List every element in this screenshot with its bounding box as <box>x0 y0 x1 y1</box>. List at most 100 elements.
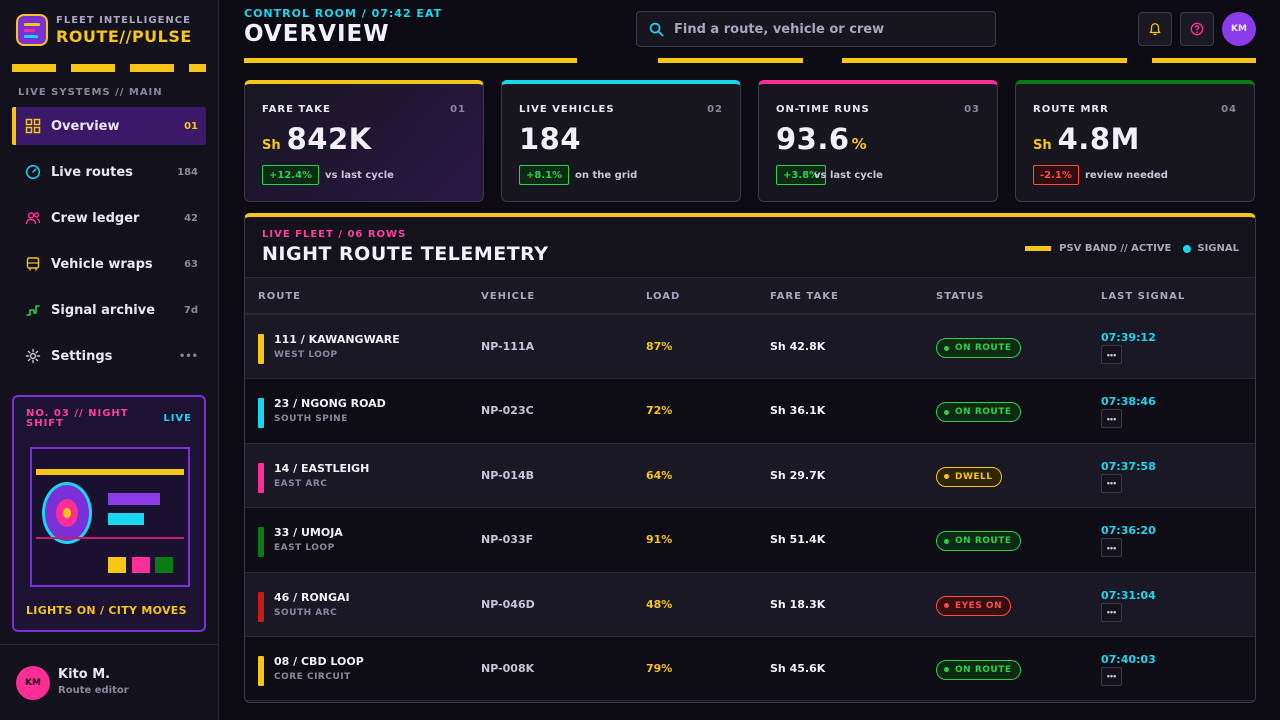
kpi-value: 184 <box>519 122 581 156</box>
sidebar-item-label: Settings <box>51 348 113 364</box>
bus-icon <box>24 256 41 273</box>
status-label: DWELL <box>955 471 993 482</box>
vehicle-id: NP-023C <box>481 404 534 418</box>
sidebar-item-crew-ledger[interactable]: Crew ledger 42 <box>12 199 206 237</box>
fare-value: Sh 51.4K <box>770 533 826 547</box>
route-name: 33 / UMOJA <box>274 526 343 540</box>
user-profile[interactable]: KM Kito M. Route editor <box>0 644 219 720</box>
brand[interactable]: FLEET INTELLIGENCE ROUTE//PULSE <box>16 14 192 46</box>
help-button[interactable] <box>1180 12 1214 46</box>
kpi-card[interactable]: ON-TIME RUNS 03 93.6% +3.8% vs last cycle <box>758 80 998 202</box>
route-name: 08 / CBD LOOP <box>274 654 364 668</box>
row-actions-button[interactable]: ••• <box>1101 602 1122 622</box>
last-signal-time: 07:36:20 <box>1101 524 1156 538</box>
table-row[interactable]: 33 / UMOJA EAST LOOP NP-033F 91% Sh 51.4K ON … <box>245 508 1255 573</box>
sidebar-item-signal-archive[interactable]: Signal archive 7d <box>12 291 206 329</box>
sidebar-item-count: 01 <box>184 120 198 132</box>
table-row[interactable]: 23 / NGONG ROAD SOUTH SPINE NP-023C 72% Sh 3… <box>245 379 1255 444</box>
table-body: 111 / KAWANGWARE WEST LOOP NP-111A 87% Sh 42… <box>245 315 1255 702</box>
kpi-index: 02 <box>707 104 723 115</box>
users-icon <box>24 210 41 227</box>
route-corridor: SOUTH SPINE <box>274 414 348 425</box>
kpi-label: FARE TAKE <box>262 104 331 115</box>
column-header[interactable]: STATUS <box>936 291 985 302</box>
kpi-delta-badge: +8.1% <box>519 165 570 185</box>
route-name: 46 / RONGAI <box>274 590 350 604</box>
row-actions-button[interactable]: ••• <box>1101 538 1122 558</box>
route-corridor: WEST LOOP <box>274 350 338 360</box>
route-band <box>258 655 264 686</box>
row-actions-button[interactable]: ••• <box>1101 409 1122 429</box>
table-row[interactable]: 46 / RONGAI SOUTH ARC NP-046D 48% Sh 18.3K EY… <box>245 572 1255 637</box>
fare-value: Sh 29.7K <box>770 468 826 482</box>
last-signal-time: 07:40:03 <box>1101 652 1156 666</box>
status-badge: DWELL <box>936 466 1002 487</box>
search-box[interactable] <box>636 11 996 47</box>
shift-card[interactable]: NO. 03 // NIGHT SHIFT LIVE LIGHTS ON / C… <box>12 395 206 632</box>
column-header[interactable]: ROUTE <box>258 291 301 302</box>
live-badge: LIVE <box>163 413 192 424</box>
column-header[interactable]: FARE TAKE <box>770 291 839 302</box>
row-actions-button[interactable]: ••• <box>1101 666 1122 686</box>
sidebar-item-label: Live routes <box>51 164 133 180</box>
table-row[interactable]: 14 / EASTLEIGH EAST ARC NP-014B 64% Sh 29.7K… <box>245 443 1255 509</box>
legend-band-swatch <box>1025 246 1052 251</box>
sidebar-item-vehicle-wraps[interactable]: Vehicle wraps 63 <box>12 245 206 283</box>
route-band <box>258 527 264 558</box>
kpi-card[interactable]: LIVE VEHICLES 02 184 +8.1% on the grid <box>501 80 741 202</box>
status-dot <box>944 345 949 351</box>
table-row[interactable]: 08 / CBD LOOP CORE CIRCUIT NP-008K 79% Sh 45… <box>245 636 1255 702</box>
kpi-note: on the grid <box>575 170 638 181</box>
kpi-index: 03 <box>964 104 980 115</box>
notifications-button[interactable] <box>1138 12 1172 46</box>
brand-name: ROUTE//PULSE <box>56 26 192 46</box>
avatar[interactable]: KM <box>16 666 50 700</box>
page-title: OVERVIEW <box>244 21 390 47</box>
gauge-icon <box>24 164 41 181</box>
avatar[interactable]: KM <box>1222 12 1256 46</box>
kpi-currency: Sh <box>262 138 281 153</box>
sidebar-item-label: Vehicle wraps <box>51 256 153 272</box>
column-header[interactable]: VEHICLE <box>481 291 536 302</box>
sidebar-item-count: 184 <box>177 166 198 178</box>
kpi-label: ON-TIME RUNS <box>776 104 870 115</box>
sidebar-item-live-routes[interactable]: Live routes 184 <box>12 153 206 191</box>
kpi-card[interactable]: ROUTE MRR 04 Sh 4.8M -2.1% review needed <box>1015 80 1255 202</box>
route-band <box>258 398 264 429</box>
kpi-delta-badge: +12.4% <box>262 165 320 185</box>
sidebar-nav: Overview 01 Live routes 184 Crew ledger 42 Veh… <box>12 107 206 383</box>
row-actions-button[interactable]: ••• <box>1101 345 1122 364</box>
kpi-note: review needed <box>1085 170 1168 181</box>
table-row[interactable]: 111 / KAWANGWARE WEST LOOP NP-111A 87% Sh 42… <box>245 315 1255 380</box>
column-header[interactable]: LAST SIGNAL <box>1101 291 1186 302</box>
sidebar-item-overview[interactable]: Overview 01 <box>12 107 206 145</box>
kpi-card[interactable]: FARE TAKE 01 Sh 842K +12.4% vs last cycle <box>244 80 484 202</box>
shift-card-caption: LIGHTS ON / CITY MOVES <box>26 604 187 617</box>
kpi-unit: % <box>851 135 867 153</box>
bell-icon <box>1149 23 1161 36</box>
column-header[interactable]: LOAD <box>646 291 681 302</box>
legend-signal-dot <box>1183 244 1192 253</box>
status-badge: ON ROUTE <box>936 402 1021 423</box>
search-input[interactable] <box>674 21 974 37</box>
logo-icon <box>16 14 48 46</box>
route-corridor: EAST LOOP <box>274 543 335 554</box>
status-badge: EYES ON <box>936 595 1012 616</box>
status-dot <box>944 603 949 609</box>
vehicle-id: NP-008K <box>481 661 535 675</box>
user-name: Kito M. <box>58 667 111 682</box>
route-corridor: SOUTH ARC <box>274 607 338 618</box>
sidebar: FLEET INTELLIGENCE ROUTE//PULSE LIVE SYS… <box>0 0 219 720</box>
legend-signal-label: SIGNAL <box>1197 243 1239 254</box>
search-icon <box>649 22 664 36</box>
status-label: EYES ON <box>955 600 1003 611</box>
row-actions-button[interactable]: ••• <box>1101 473 1122 493</box>
sidebar-item-settings[interactable]: Settings ••• <box>12 337 206 375</box>
header-accent-bar <box>1152 58 1256 63</box>
status-dot <box>944 538 949 544</box>
vehicle-id: NP-046D <box>481 597 535 611</box>
table-header: ROUTE VEHICLE LOAD FARE TAKE STATUS LAST SIGN… <box>245 277 1255 315</box>
signal-icon <box>24 302 41 319</box>
kpi-number: 4.8M <box>1057 122 1140 156</box>
kpi-index: 01 <box>450 104 466 115</box>
